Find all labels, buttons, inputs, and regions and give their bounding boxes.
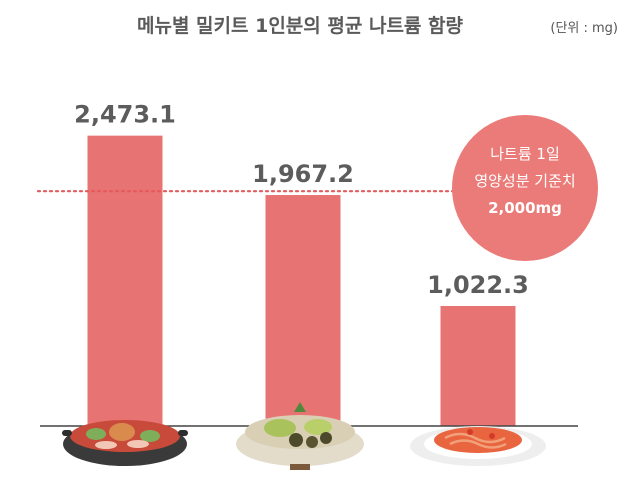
bar-1 [87,135,163,426]
value-label-1: 2,473.1 [74,101,176,129]
reference-text-line-1: 나트륨 1일 [490,145,560,163]
reference-bubble [452,115,598,261]
bars-group [87,135,516,426]
bar-2 [265,195,341,426]
pasta-plate-icon [410,426,546,466]
value-label-3: 1,022.3 [427,271,529,299]
value-labels-group: 2,473.1 1,967.2 1,022.3 [74,101,529,299]
reference-text-line-3: 2,000mg [488,199,562,217]
value-label-2: 1,967.2 [252,160,354,188]
hotpot-icon [236,402,364,470]
unit-label: (단위 : mg) [550,21,618,36]
chart-title: 메뉴별 밀키트 1인분의 평균 나트륨 함량 [137,15,463,37]
bar-3 [440,305,516,426]
stew-pot-icon [62,420,188,466]
reference-text-line-2: 영양성분 기준치 [474,172,575,190]
